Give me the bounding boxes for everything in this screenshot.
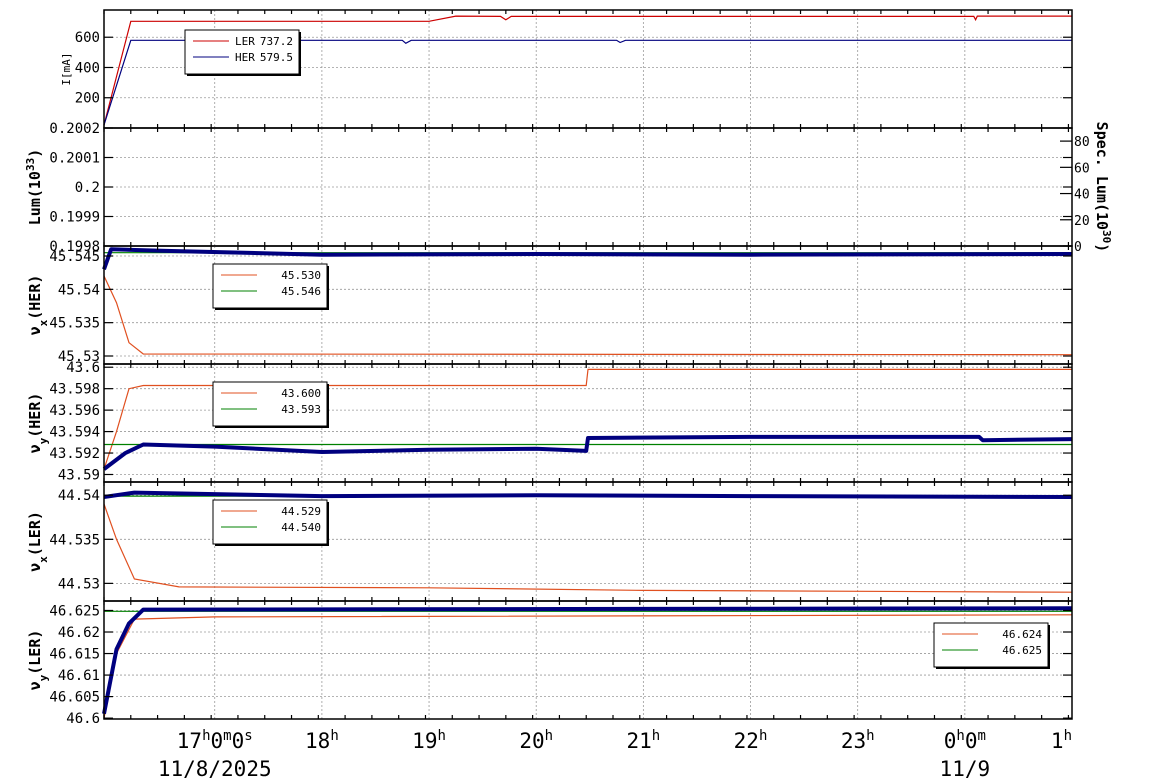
y-tick-label: 45.535 [49,316,100,332]
right-y-axis-label: Spec. Lum(1030) [1093,122,1114,253]
legend-label: LER [235,35,255,48]
y-axis-label: I[mA] [60,52,73,85]
legend-value: 44.540 [281,521,321,534]
y-tick-label: 0.2002 [49,121,100,137]
legend-value: 44.529 [281,505,321,518]
legend-value: 46.624 [1002,628,1042,641]
y-tick-label: 46.62 [58,625,100,641]
right-y-tick-label: 60 [1074,161,1090,176]
panel-frame [103,600,1073,720]
y-tick-label: 400 [75,60,100,76]
legend-value: 46.625 [1002,644,1042,657]
legend-value: 43.593 [281,403,321,416]
x-tick-label: 0h0m [944,728,986,753]
y-axis-label: νy(HER) [26,393,50,454]
x-tick-label: 17h0m0s [177,728,253,753]
y-tick-label: 45.545 [49,249,100,265]
x-tick-label: 21h [626,728,660,753]
data-series-line [103,503,1073,593]
legend-box [933,622,1049,668]
legend-box [184,29,300,75]
y-tick-label: 43.594 [49,425,100,441]
legend-value: 43.600 [281,387,321,400]
x-tick-label: 19h [412,728,446,753]
y-tick-label: 600 [75,30,100,46]
y-tick-label: 46.625 [49,603,100,619]
y-tick-label: 43.6 [66,360,100,376]
legend-box [212,381,328,427]
legend-box [212,499,328,545]
x-date-label: 11/8/2025 [158,757,272,781]
y-tick-label: 44.535 [49,532,100,548]
right-y-tick-label: 40 [1074,188,1090,203]
y-tick-label: 43.592 [49,446,100,462]
y-axis-label: νx(HER) [26,275,50,336]
data-series-line [103,275,1073,356]
y-tick-label: 200 [75,91,100,107]
y-tick-label: 0.1999 [49,210,100,226]
x-tick-label: 1h [1051,728,1072,753]
y-tick-label: 45.53 [58,349,100,365]
x-date-label: 11/9 [940,757,991,781]
legend-box [212,263,328,309]
y-tick-label: 46.61 [58,668,100,684]
x-tick-label: 23h [841,728,875,753]
y-tick-label: 44.54 [58,488,100,504]
y-tick-label: 46.605 [49,690,100,706]
y-tick-label: 0.2001 [49,151,100,167]
y-tick-label: 43.598 [49,382,100,398]
y-tick-label: 0.2 [75,180,100,196]
x-tick-label: 22h [734,728,768,753]
data-series-line [103,368,1072,470]
right-y-tick-label: 0 [1074,240,1082,255]
y-tick-label: 45.54 [58,282,100,298]
legend-value: 579.5 [260,51,293,64]
data-series-markers [103,490,1073,499]
y-tick-label: 0.1998 [49,239,100,255]
panel-nuy_ler [102,600,1073,720]
data-series-line [103,15,1072,126]
y-tick-label: 46.6 [66,711,100,727]
y-axis-label: νy(LER) [26,630,50,691]
right-y-tick-label: 20 [1074,214,1090,229]
legend-label: HER [235,51,255,64]
y-tick-label: 44.53 [58,576,100,592]
right-y-tick-label: 80 [1074,135,1090,150]
x-tick-label: 20h [519,728,553,753]
legend-value: 737.2 [260,35,293,48]
data-series-markers [102,606,1073,715]
legend-value: 45.530 [281,269,321,282]
panel-luminosity [103,127,1073,247]
legend-value: 45.546 [281,285,321,298]
y-tick-label: 43.59 [58,467,100,483]
x-tick-label: 18h [305,728,339,753]
data-series-line [103,614,1073,719]
data-series-markers [102,434,1073,471]
panel-nuy_her [102,363,1073,483]
y-tick-label: 43.596 [49,403,100,419]
y-tick-label: 46.615 [49,647,100,663]
data-series-markers [102,247,1073,270]
y-axis-label: Lum(1033) [24,149,45,225]
y-axis-label: νx(LER) [26,511,50,572]
